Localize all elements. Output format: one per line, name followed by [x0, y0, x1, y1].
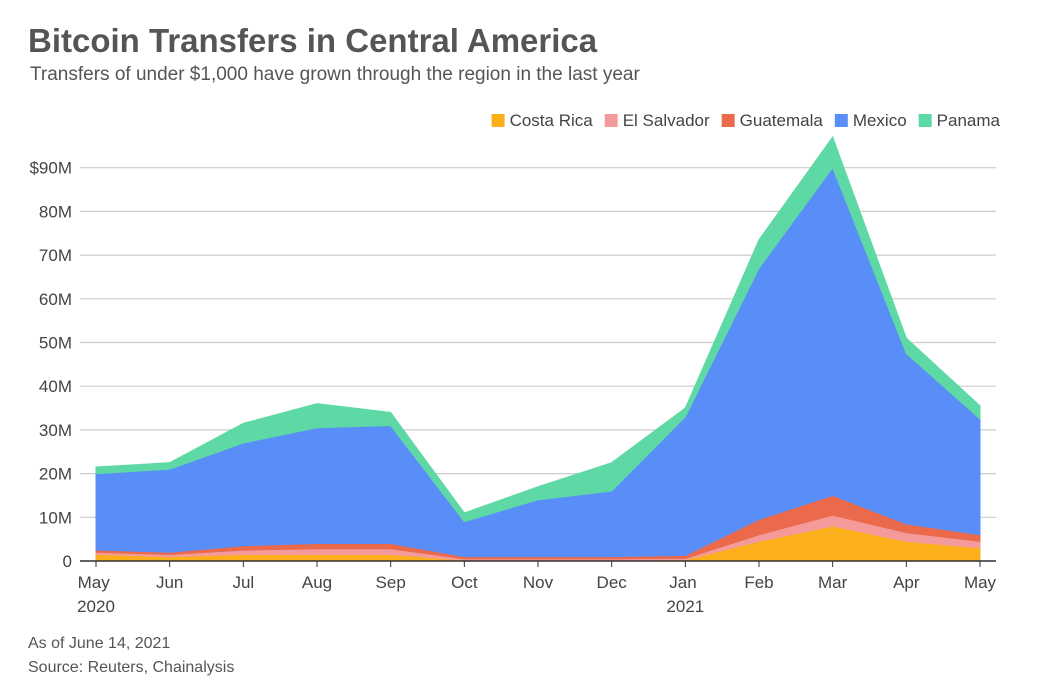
legend-swatch	[918, 114, 932, 127]
x-tick-label: Dec	[597, 573, 628, 592]
x-tick-label: Apr	[893, 573, 920, 592]
x-tick-label: Sep	[376, 573, 406, 592]
y-tick-label: 10M	[39, 508, 72, 527]
x-tick-label: Jan 2021	[666, 573, 704, 616]
x-tick-label: Nov	[523, 573, 554, 592]
y-tick-label: 80M	[39, 202, 72, 221]
y-tick-label: $90M	[29, 159, 72, 178]
y-tick-label: 20M	[39, 465, 72, 484]
x-tick-label: Oct	[451, 573, 478, 592]
x-tick-label: Mar	[818, 573, 848, 592]
y-tick-label: 60M	[39, 290, 72, 309]
x-tick-label: May	[964, 573, 997, 592]
y-tick-label: 40M	[39, 377, 72, 396]
x-tick-label: Aug	[302, 573, 332, 592]
y-tick-label: 50M	[39, 334, 72, 353]
legend-swatch	[834, 114, 848, 127]
x-tick-year: 2020	[77, 597, 115, 616]
x-tick-label: Jun	[156, 573, 183, 592]
y-tick-label: 0	[63, 552, 72, 571]
x-tick-year: 2021	[666, 597, 704, 616]
legend-label: Costa Rica	[510, 111, 594, 130]
legend-swatch	[721, 114, 735, 127]
x-tick-label: May 2020	[77, 573, 115, 616]
legend-swatch	[604, 114, 618, 127]
legend-label: Guatemala	[740, 111, 824, 130]
note: As of June 14, 2021	[28, 635, 170, 652]
legend-swatch	[491, 114, 505, 127]
x-tick-month: May	[78, 573, 115, 592]
x-tick-label: Jul	[232, 573, 254, 592]
chart-subtitle: Transfers of under $1,000 have grown thr…	[30, 64, 640, 85]
x-tick-month: Jan	[669, 573, 701, 592]
legend-label: El Salvador	[623, 111, 710, 130]
y-tick-label: 30M	[39, 421, 72, 440]
legend-label: Panama	[937, 111, 1001, 130]
x-tick-label: Feb	[744, 573, 773, 592]
legend-label: Mexico	[853, 111, 907, 130]
area	[95, 136, 981, 523]
y-tick-label: 70M	[39, 246, 72, 265]
chart-title: Bitcoin Transfers in Central America	[28, 22, 598, 59]
source: Source: Reuters, Chainalysis	[28, 659, 234, 676]
